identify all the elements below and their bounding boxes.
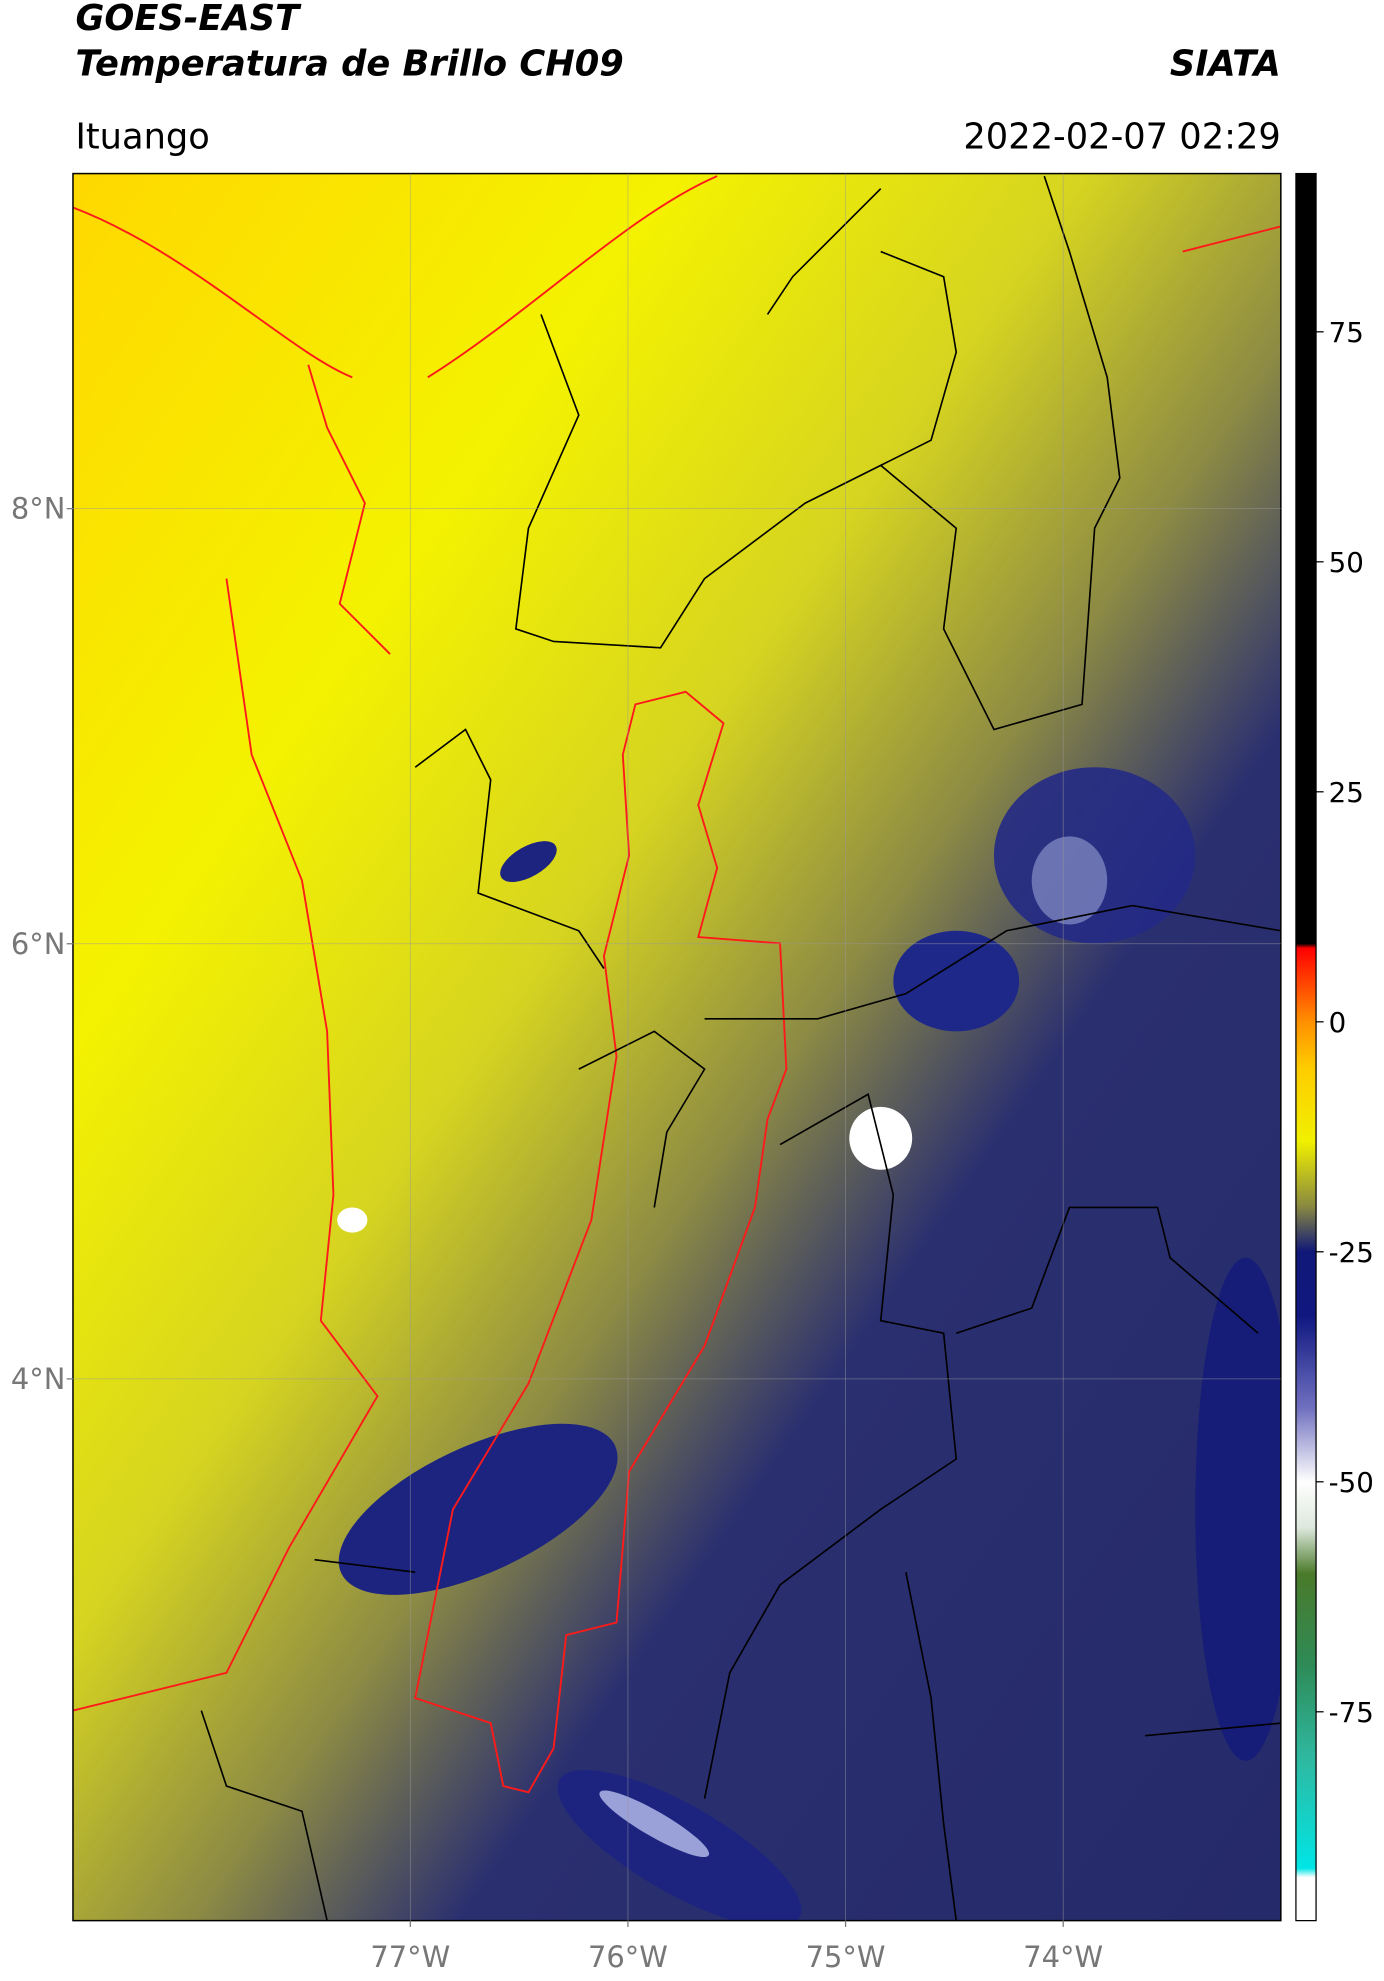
x-tick-label: 75°W: [806, 1940, 886, 1974]
colorbar-tick-label: 50: [1329, 546, 1364, 579]
title: GOES-EAST: [75, 0, 302, 39]
timestamp: 2022-02-07 02:29: [963, 116, 1280, 157]
colorbar-tick-label: -75: [1329, 1696, 1374, 1729]
colorbar-tick-label: 75: [1329, 316, 1364, 349]
colorbar-tick-label: -50: [1329, 1466, 1374, 1499]
map-image: [72, 173, 1281, 1921]
y-tick-label: 8°N: [11, 492, 66, 526]
map-frame: [72, 172, 1282, 1922]
colorbar-tick-label: -25: [1329, 1236, 1374, 1269]
y-tick-label: 4°N: [11, 1362, 66, 1396]
x-tick-label: 74°W: [1023, 1940, 1103, 1974]
x-tick-label: 76°W: [588, 1940, 668, 1974]
subtitle: Temperatura de Brillo CH09: [75, 43, 623, 84]
colorbar-tick-label: 25: [1329, 776, 1364, 809]
colorbar: [1295, 172, 1317, 1922]
y-tick-label: 6°N: [11, 927, 66, 961]
colorbar-tick-label: 0: [1329, 1006, 1347, 1039]
source: SIATA: [1170, 43, 1281, 84]
region: Ituango: [75, 116, 209, 157]
x-tick-label: 77°W: [370, 1940, 450, 1974]
